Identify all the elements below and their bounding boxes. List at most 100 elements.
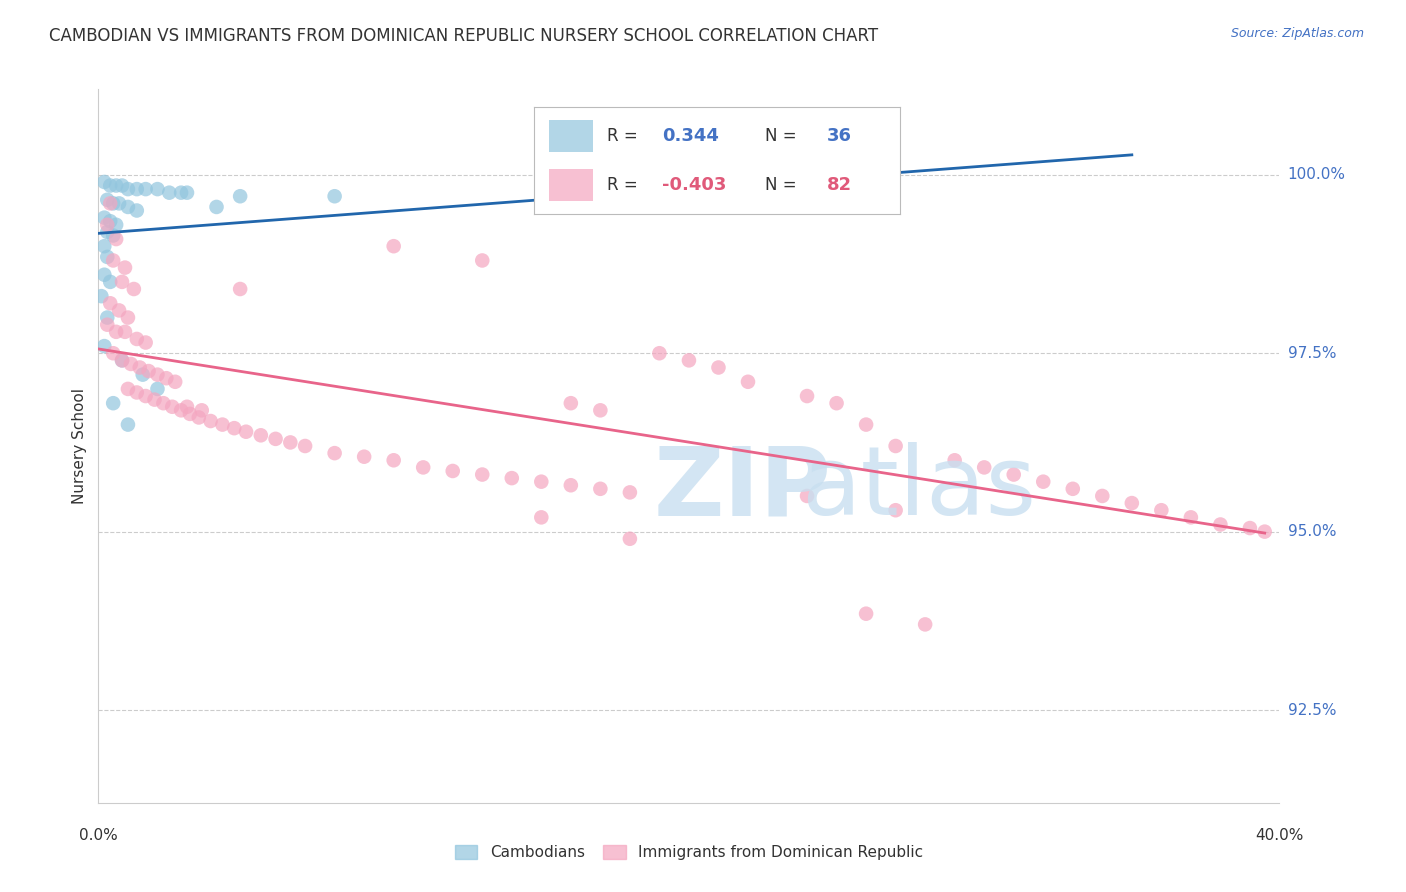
Point	[125, 332, 148, 346]
Point	[108, 196, 131, 211]
Point	[205, 200, 228, 214]
Point	[1121, 496, 1143, 510]
Point	[229, 189, 252, 203]
Point	[737, 375, 759, 389]
Point	[98, 196, 121, 211]
Point	[135, 335, 157, 350]
Point	[155, 371, 177, 385]
Point	[619, 532, 641, 546]
Point	[1062, 482, 1084, 496]
Point	[224, 421, 246, 435]
Point	[128, 360, 150, 375]
Point	[589, 403, 612, 417]
Point	[471, 467, 494, 482]
Point	[152, 396, 174, 410]
Point	[114, 325, 136, 339]
Point	[105, 232, 128, 246]
Point	[1180, 510, 1202, 524]
Point	[98, 275, 121, 289]
Point	[146, 368, 169, 382]
Point	[323, 446, 346, 460]
Point	[530, 475, 553, 489]
Point	[170, 403, 193, 417]
Point	[146, 182, 169, 196]
Text: -0.403: -0.403	[662, 177, 727, 194]
Point	[187, 410, 209, 425]
Point	[117, 200, 139, 214]
Point	[117, 182, 139, 196]
Point	[1254, 524, 1277, 539]
Point	[146, 382, 169, 396]
Point	[111, 178, 134, 193]
Point	[105, 218, 128, 232]
Text: Source: ZipAtlas.com: Source: ZipAtlas.com	[1230, 27, 1364, 40]
Point	[278, 435, 302, 450]
Point	[138, 364, 160, 378]
Point	[96, 318, 118, 332]
Point	[103, 396, 125, 410]
Point	[176, 186, 198, 200]
Point	[560, 478, 582, 492]
Point	[678, 353, 700, 368]
Point	[125, 182, 148, 196]
Point	[132, 368, 155, 382]
Point	[117, 382, 139, 396]
Point	[855, 607, 877, 621]
Point	[125, 385, 148, 400]
Text: 100.0%: 100.0%	[1288, 168, 1346, 182]
Text: N =: N =	[765, 177, 801, 194]
Point	[93, 339, 115, 353]
Text: atlas: atlas	[801, 442, 1036, 535]
Point	[111, 353, 134, 368]
Point	[122, 282, 145, 296]
Point	[1002, 467, 1025, 482]
Point	[353, 450, 375, 464]
Point	[120, 357, 142, 371]
Point	[176, 400, 198, 414]
Text: 0.0%: 0.0%	[79, 828, 118, 843]
Point	[105, 325, 128, 339]
Point	[93, 239, 115, 253]
Point	[884, 503, 907, 517]
Point	[441, 464, 464, 478]
Point	[707, 360, 730, 375]
Point	[96, 193, 118, 207]
Point	[108, 303, 131, 318]
Point	[1209, 517, 1232, 532]
Point	[170, 186, 193, 200]
Point	[1091, 489, 1114, 503]
Point	[165, 375, 187, 389]
Text: 0.344: 0.344	[662, 127, 718, 145]
Point	[560, 396, 582, 410]
Text: 82: 82	[827, 177, 852, 194]
Point	[98, 178, 121, 193]
Point	[90, 289, 112, 303]
Point	[619, 485, 641, 500]
Point	[235, 425, 257, 439]
Point	[855, 417, 877, 432]
Point	[973, 460, 995, 475]
Point	[884, 439, 907, 453]
Legend: Cambodians, Immigrants from Dominican Republic: Cambodians, Immigrants from Dominican Re…	[449, 839, 929, 866]
Point	[179, 407, 201, 421]
Point	[191, 403, 214, 417]
Point	[98, 214, 121, 228]
Point	[796, 389, 818, 403]
Point	[98, 296, 121, 310]
Text: R =: R =	[607, 177, 644, 194]
Point	[382, 239, 405, 253]
Point	[103, 253, 125, 268]
Point	[200, 414, 222, 428]
Text: CAMBODIAN VS IMMIGRANTS FROM DOMINICAN REPUBLIC NURSERY SCHOOL CORRELATION CHART: CAMBODIAN VS IMMIGRANTS FROM DOMINICAN R…	[49, 27, 879, 45]
Point	[93, 268, 115, 282]
FancyBboxPatch shape	[548, 169, 593, 202]
Point	[96, 250, 118, 264]
Point	[914, 617, 936, 632]
Point	[211, 417, 233, 432]
Point	[530, 510, 553, 524]
Point	[96, 310, 118, 325]
Point	[323, 189, 346, 203]
Point	[125, 203, 148, 218]
Point	[103, 196, 125, 211]
Text: 92.5%: 92.5%	[1288, 703, 1336, 717]
